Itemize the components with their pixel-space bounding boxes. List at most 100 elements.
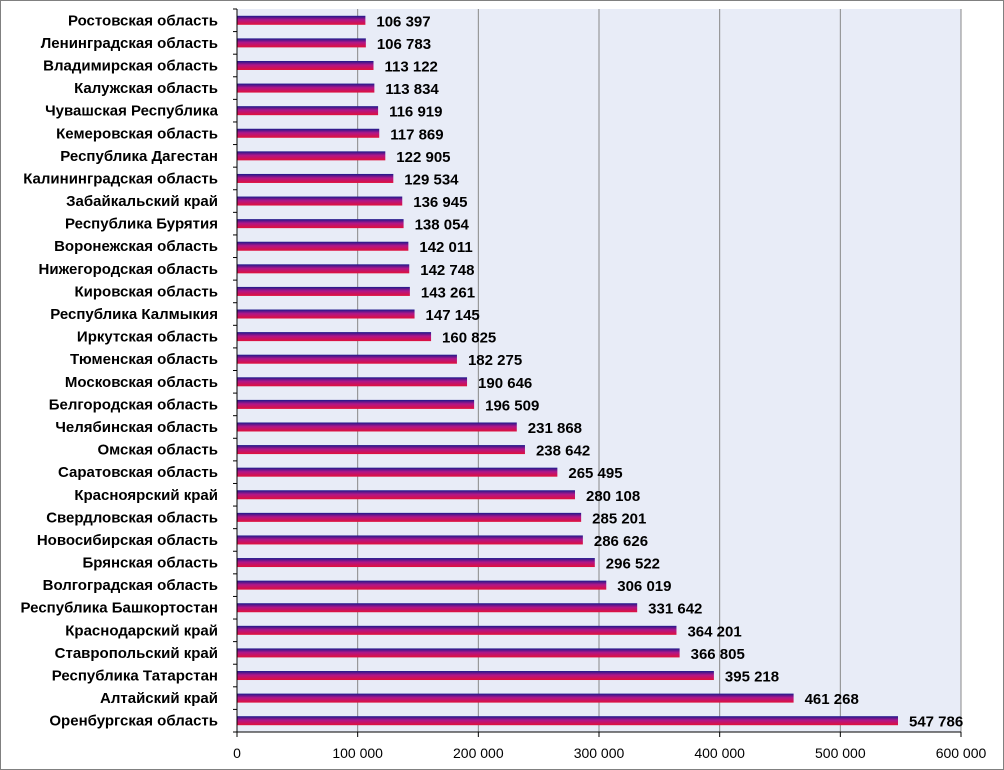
bar — [237, 286, 410, 296]
category-label: Краснодарский край — [65, 622, 218, 639]
category-label: Ростовская область — [68, 12, 218, 29]
category-label: Омская область — [97, 442, 218, 459]
category-label: Кировская область — [75, 283, 219, 300]
category-label: Алтайский край — [100, 690, 218, 707]
value-labels: 106 397 106 783 113 122 113 834 116 919 117 8… — [376, 13, 963, 730]
bar — [237, 558, 595, 568]
data-label: 306 019 — [617, 578, 671, 595]
data-label: 122 905 — [396, 149, 450, 166]
x-tick-label: 300 000 — [574, 745, 625, 761]
bar — [237, 196, 403, 206]
bar — [237, 38, 366, 48]
data-label: 142 748 — [420, 262, 474, 279]
bar — [237, 399, 475, 409]
data-label: 138 054 — [415, 217, 470, 234]
bars — [237, 15, 898, 726]
bar — [237, 535, 583, 545]
category-label: Новосибирская область — [37, 532, 218, 549]
data-label: 461 268 — [805, 691, 859, 708]
data-label: 113 834 — [385, 81, 439, 98]
bar — [237, 580, 607, 590]
category-label: Нижегородская область — [39, 261, 218, 278]
data-label: 117 869 — [390, 126, 443, 143]
category-label: Забайкальский край — [66, 193, 218, 210]
bar — [237, 83, 375, 93]
data-label: 331 642 — [648, 601, 702, 618]
category-label: Оренбургская область — [49, 713, 218, 730]
bar — [237, 173, 394, 183]
data-label: 160 825 — [442, 330, 496, 347]
category-label: Саратовская область — [58, 464, 218, 481]
category-label: Ленинградская область — [41, 35, 218, 52]
category-label: Свердловская область — [46, 509, 218, 526]
bar — [237, 128, 380, 138]
category-label: Московская область — [65, 374, 218, 391]
x-tick-labels: 0 100 000 200 000 300 000 400 000 500 000 600 … — [233, 745, 986, 761]
data-label: 280 108 — [586, 488, 640, 505]
data-label: 142 011 — [419, 239, 472, 256]
bar — [237, 241, 409, 251]
category-label: Белгородская область — [49, 396, 218, 413]
data-label: 196 509 — [485, 397, 539, 414]
data-label: 265 495 — [568, 465, 622, 482]
bar — [237, 60, 374, 70]
bar — [237, 490, 575, 500]
category-label: Воронежская область — [54, 238, 218, 255]
category-label: Калининградская область — [23, 170, 218, 187]
data-label: 285 201 — [592, 510, 646, 527]
category-label: Ставропольский край — [55, 645, 218, 662]
bar — [237, 309, 415, 319]
bar — [237, 693, 794, 703]
bar — [237, 467, 558, 477]
bar — [237, 264, 410, 274]
data-label: 116 919 — [389, 104, 442, 121]
bar — [237, 625, 677, 635]
data-label: 129 534 — [404, 171, 459, 188]
bar — [237, 15, 366, 25]
x-tick-label: 400 000 — [694, 745, 745, 761]
data-label: 136 945 — [413, 194, 467, 211]
category-label: Республика Бурятия — [65, 216, 218, 233]
data-label: 238 642 — [536, 443, 590, 460]
bar — [237, 603, 638, 613]
x-tick-label: 500 000 — [815, 745, 866, 761]
category-label: Владимирская область — [43, 57, 218, 74]
bar — [237, 332, 432, 342]
axes — [233, 8, 961, 733]
category-label: Республика Калмыкия — [50, 306, 218, 323]
data-label: 143 261 — [421, 284, 475, 301]
data-label: 113 122 — [385, 58, 438, 75]
bar — [237, 445, 525, 455]
data-label: 190 646 — [478, 375, 532, 392]
category-label: Челябинская область — [55, 419, 218, 436]
category-label: Красноярский край — [74, 487, 218, 504]
x-tick-label: 600 000 — [936, 745, 987, 761]
category-label: Республика Татарстан — [52, 668, 218, 685]
data-label: 182 275 — [468, 352, 522, 369]
x-tick-label: 200 000 — [453, 745, 504, 761]
bar — [237, 422, 517, 432]
data-label: 231 868 — [528, 420, 582, 437]
category-labels: Ростовская область Ленинградская область В… — [21, 12, 219, 729]
category-label: Кемеровская область — [56, 125, 218, 142]
category-label: Республика Башкортостан — [21, 600, 218, 617]
category-label: Иркутская область — [77, 329, 218, 346]
bar — [237, 671, 714, 681]
data-label: 106 783 — [377, 36, 431, 53]
bar — [237, 512, 582, 522]
bar — [237, 219, 404, 229]
category-label: Республика Дагестан — [60, 148, 218, 165]
data-label: 547 786 — [909, 714, 963, 731]
category-label: Тюменская область — [70, 351, 218, 368]
bar — [237, 151, 386, 161]
data-label: 366 805 — [691, 646, 745, 663]
data-label: 395 218 — [725, 669, 779, 686]
data-label: 296 522 — [606, 556, 660, 573]
category-label: Чувашская Республика — [45, 103, 219, 120]
bar — [237, 354, 457, 364]
category-label: Брянская область — [82, 555, 218, 572]
x-tick-label: 100 000 — [332, 745, 383, 761]
bar — [237, 648, 680, 658]
data-label: 364 201 — [687, 623, 741, 640]
